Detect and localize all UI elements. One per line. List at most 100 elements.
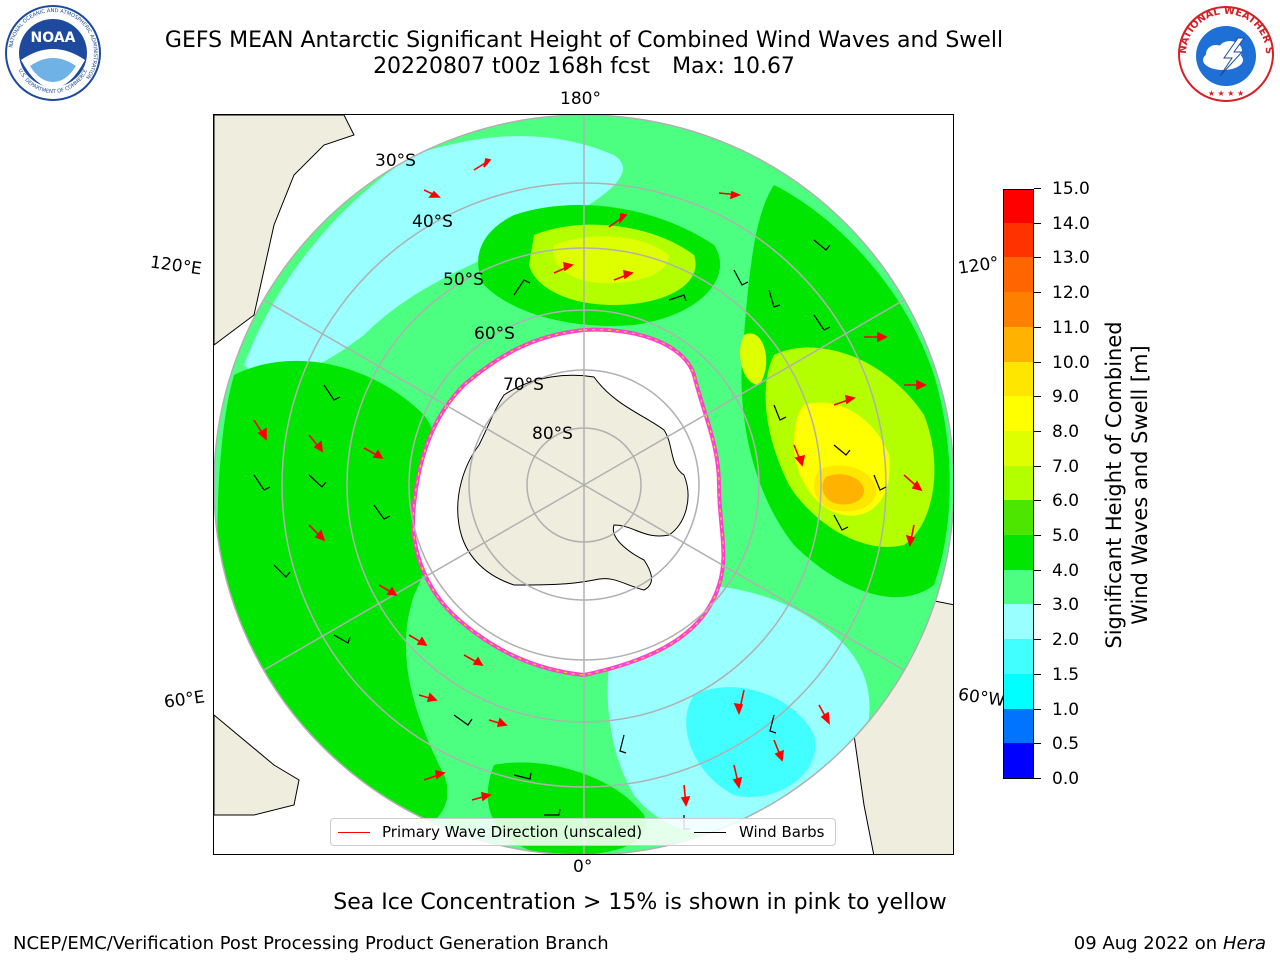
max-label: Max: 10.67: [672, 54, 795, 79]
colorbar-segment: [1004, 534, 1033, 570]
lat-label-70s: 70°S: [503, 375, 544, 395]
lat-label-40s: 40°S: [412, 212, 453, 232]
colorbar-segment: [1004, 569, 1033, 605]
colorbar-segment: [1004, 499, 1033, 536]
wind-barb: [833, 514, 849, 531]
wind-barb: [813, 314, 831, 331]
colorbar-segment: [1004, 326, 1033, 362]
wind-barb: [513, 772, 532, 780]
legend-wave-label: Primary Wave Direction (unscaled): [382, 823, 643, 841]
field-cyan-light: [686, 687, 816, 797]
colorbar-tick-label: 9.0: [1052, 387, 1080, 408]
colorbar-tick: [1034, 292, 1041, 294]
colorbar-tick-label: 1.5: [1052, 664, 1080, 685]
lon-label-60w: 60°W: [956, 684, 1007, 712]
field-peak-core: [822, 474, 864, 505]
colorbar-tick-label: 7.0: [1052, 456, 1080, 477]
wave-arrow: [418, 692, 438, 702]
wave-arrow: [905, 524, 916, 547]
colorbar-segment: [1004, 742, 1033, 778]
land-australia: [214, 115, 355, 346]
wind-barb: [768, 289, 781, 308]
wave-arrow: [308, 434, 323, 453]
wind-barb: [668, 294, 687, 302]
wave-arrow: [718, 190, 742, 200]
wave-arrow: [903, 474, 923, 492]
colorbar-tick-label: 0.0: [1052, 769, 1080, 789]
lat-label-30s: 30°S: [375, 151, 416, 171]
lat-label-60s: 60°S: [474, 324, 515, 344]
wave-arrow: [733, 689, 745, 716]
colorbar-tick: [1034, 257, 1041, 259]
wave-arrow: [488, 717, 508, 727]
colorbar-tick: [1034, 569, 1041, 571]
wind-barb: [733, 269, 749, 286]
wind-barb: [873, 474, 887, 491]
wind-barb: [453, 714, 473, 726]
wave-arrow: [253, 419, 267, 441]
legend-barb-label: Wind Barbs: [739, 823, 825, 841]
colorbar-tick: [1034, 743, 1041, 745]
field-lime-east2: [739, 333, 767, 385]
colorbar: [1003, 189, 1034, 779]
wave-arrow: [773, 739, 784, 762]
lon-label-120w: 120°: [956, 253, 1001, 279]
colorbar-segment: [1004, 190, 1033, 223]
lon-label-60e: 60°E: [162, 687, 207, 713]
colorbar-segment: [1004, 222, 1033, 258]
colorbar-tick: [1034, 500, 1041, 502]
colorbar-tick-label: 6.0: [1052, 491, 1080, 512]
colorbar-tick: [1034, 708, 1041, 710]
wave-arrow: [680, 784, 691, 807]
colorbar-tick-label: 2.0: [1052, 630, 1080, 651]
wind-barb: [373, 504, 391, 520]
colorbar-tick-label: 8.0: [1052, 421, 1080, 442]
colorbar-tick-label: 1.0: [1052, 699, 1080, 720]
colorbar-tick: [1034, 361, 1041, 363]
colorbar-tick: [1034, 465, 1041, 467]
legend-wave-swatch: [338, 832, 370, 833]
colorbar-tick-label: 15.0: [1052, 179, 1090, 199]
wave-arrow: [378, 584, 398, 596]
map-panel: [213, 114, 954, 855]
colorbar-label-line1: Significant Height of Combined: [1102, 321, 1126, 649]
legend-barb-swatch: [694, 832, 726, 833]
footer-date: 09 Aug 2022 on Hera: [1074, 933, 1266, 954]
wave-arrow: [864, 331, 888, 343]
wave-arrow: [308, 524, 326, 542]
colorbar-tick: [1034, 222, 1041, 224]
sea-ice-edge-inner: [412, 329, 725, 676]
colorbar-segment: [1004, 673, 1033, 709]
lat-label-80s: 80°S: [532, 424, 573, 444]
map-legend: Primary Wave Direction (unscaled) Wind B…: [330, 818, 836, 846]
nws-logo: NATIONAL WEATHER SERVICE ★ ★ ★ ★: [1176, 4, 1274, 102]
plot-title: GEFS MEAN Antarctic Significant Height o…: [164, 28, 1004, 53]
colorbar-tick: [1034, 396, 1041, 398]
colorbar-segment: [1004, 708, 1033, 744]
wind-barb: [619, 734, 627, 754]
colorbar-segment: [1004, 395, 1033, 431]
land-antarctica: [457, 374, 689, 591]
lon-label-0: 0°: [573, 857, 593, 877]
colorbar-tick: [1034, 326, 1041, 328]
colorbar-tick-label: 12.0: [1052, 283, 1090, 304]
graticule: [214, 115, 953, 854]
wave-arrow: [423, 189, 441, 198]
footer-date-text: 09 Aug 2022 on: [1073, 933, 1218, 954]
footer-branch: NCEP/EMC/Verification Post Processing Pr…: [13, 933, 609, 954]
colorbar-tick-label: 5.0: [1052, 526, 1080, 547]
colorbar-tick-label: 10.0: [1052, 352, 1090, 373]
wave-arrow: [613, 269, 634, 281]
colorbar-segment: [1004, 465, 1033, 501]
wave-arrow: [553, 261, 574, 274]
lon-label-120e: 120°E: [148, 252, 203, 280]
wave-arrow: [793, 444, 806, 467]
colorbar-tick-label: 11.0: [1052, 317, 1090, 338]
wind-barb: [323, 384, 341, 401]
wave-direction-arrows: [253, 158, 927, 807]
sea-ice-note: Sea Ice Concentration > 15% is shown in …: [333, 890, 947, 915]
wave-arrow: [463, 654, 484, 666]
wave-arrow: [473, 158, 492, 171]
colorbar-tick: [1034, 535, 1041, 537]
wave-arrow: [833, 394, 856, 406]
